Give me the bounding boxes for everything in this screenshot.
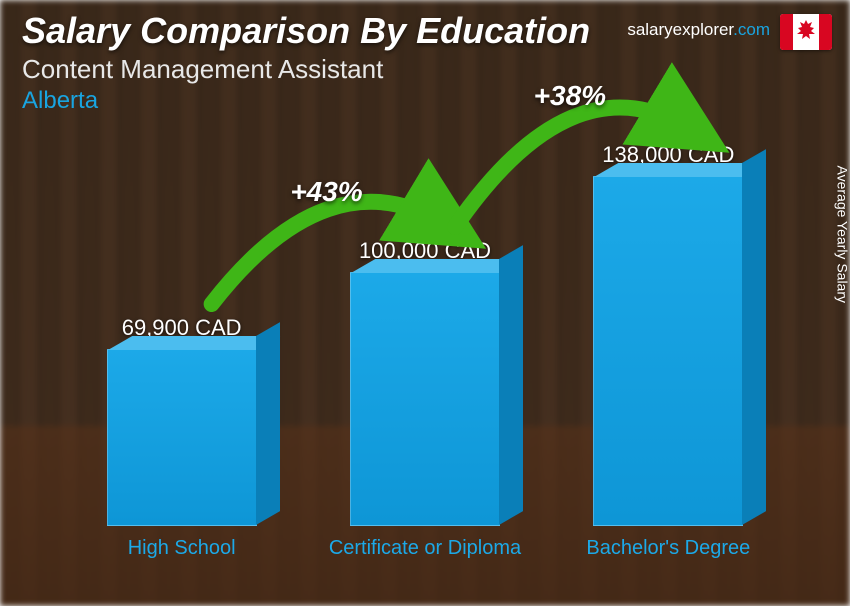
- brand-accent: .com: [733, 20, 770, 39]
- bar-group: 138,000 CADBachelor's Degree: [568, 142, 768, 586]
- chart-region: Alberta: [22, 87, 828, 115]
- brand-label: salaryexplorer.com: [627, 20, 770, 40]
- bar: [350, 272, 500, 526]
- salary-bar-chart: 69,900 CADHigh School100,000 CADCertific…: [60, 150, 790, 586]
- chart-subtitle: Content Management Assistant: [22, 54, 828, 85]
- y-axis-label: Average Yearly Salary: [834, 166, 850, 304]
- canada-flag-icon: [780, 14, 832, 50]
- bar: [593, 176, 743, 526]
- bar-group: 100,000 CADCertificate or Diploma: [325, 238, 525, 586]
- bar-label: Bachelor's Degree: [586, 536, 750, 586]
- bar-label: Certificate or Diploma: [329, 536, 521, 586]
- pct-increase-label: +38%: [534, 80, 606, 112]
- brand-text: salaryexplorer: [627, 20, 733, 39]
- bar: [107, 349, 257, 526]
- bar-group: 69,900 CADHigh School: [82, 315, 282, 586]
- pct-increase-label: +43%: [290, 176, 362, 208]
- bar-label: High School: [128, 536, 236, 586]
